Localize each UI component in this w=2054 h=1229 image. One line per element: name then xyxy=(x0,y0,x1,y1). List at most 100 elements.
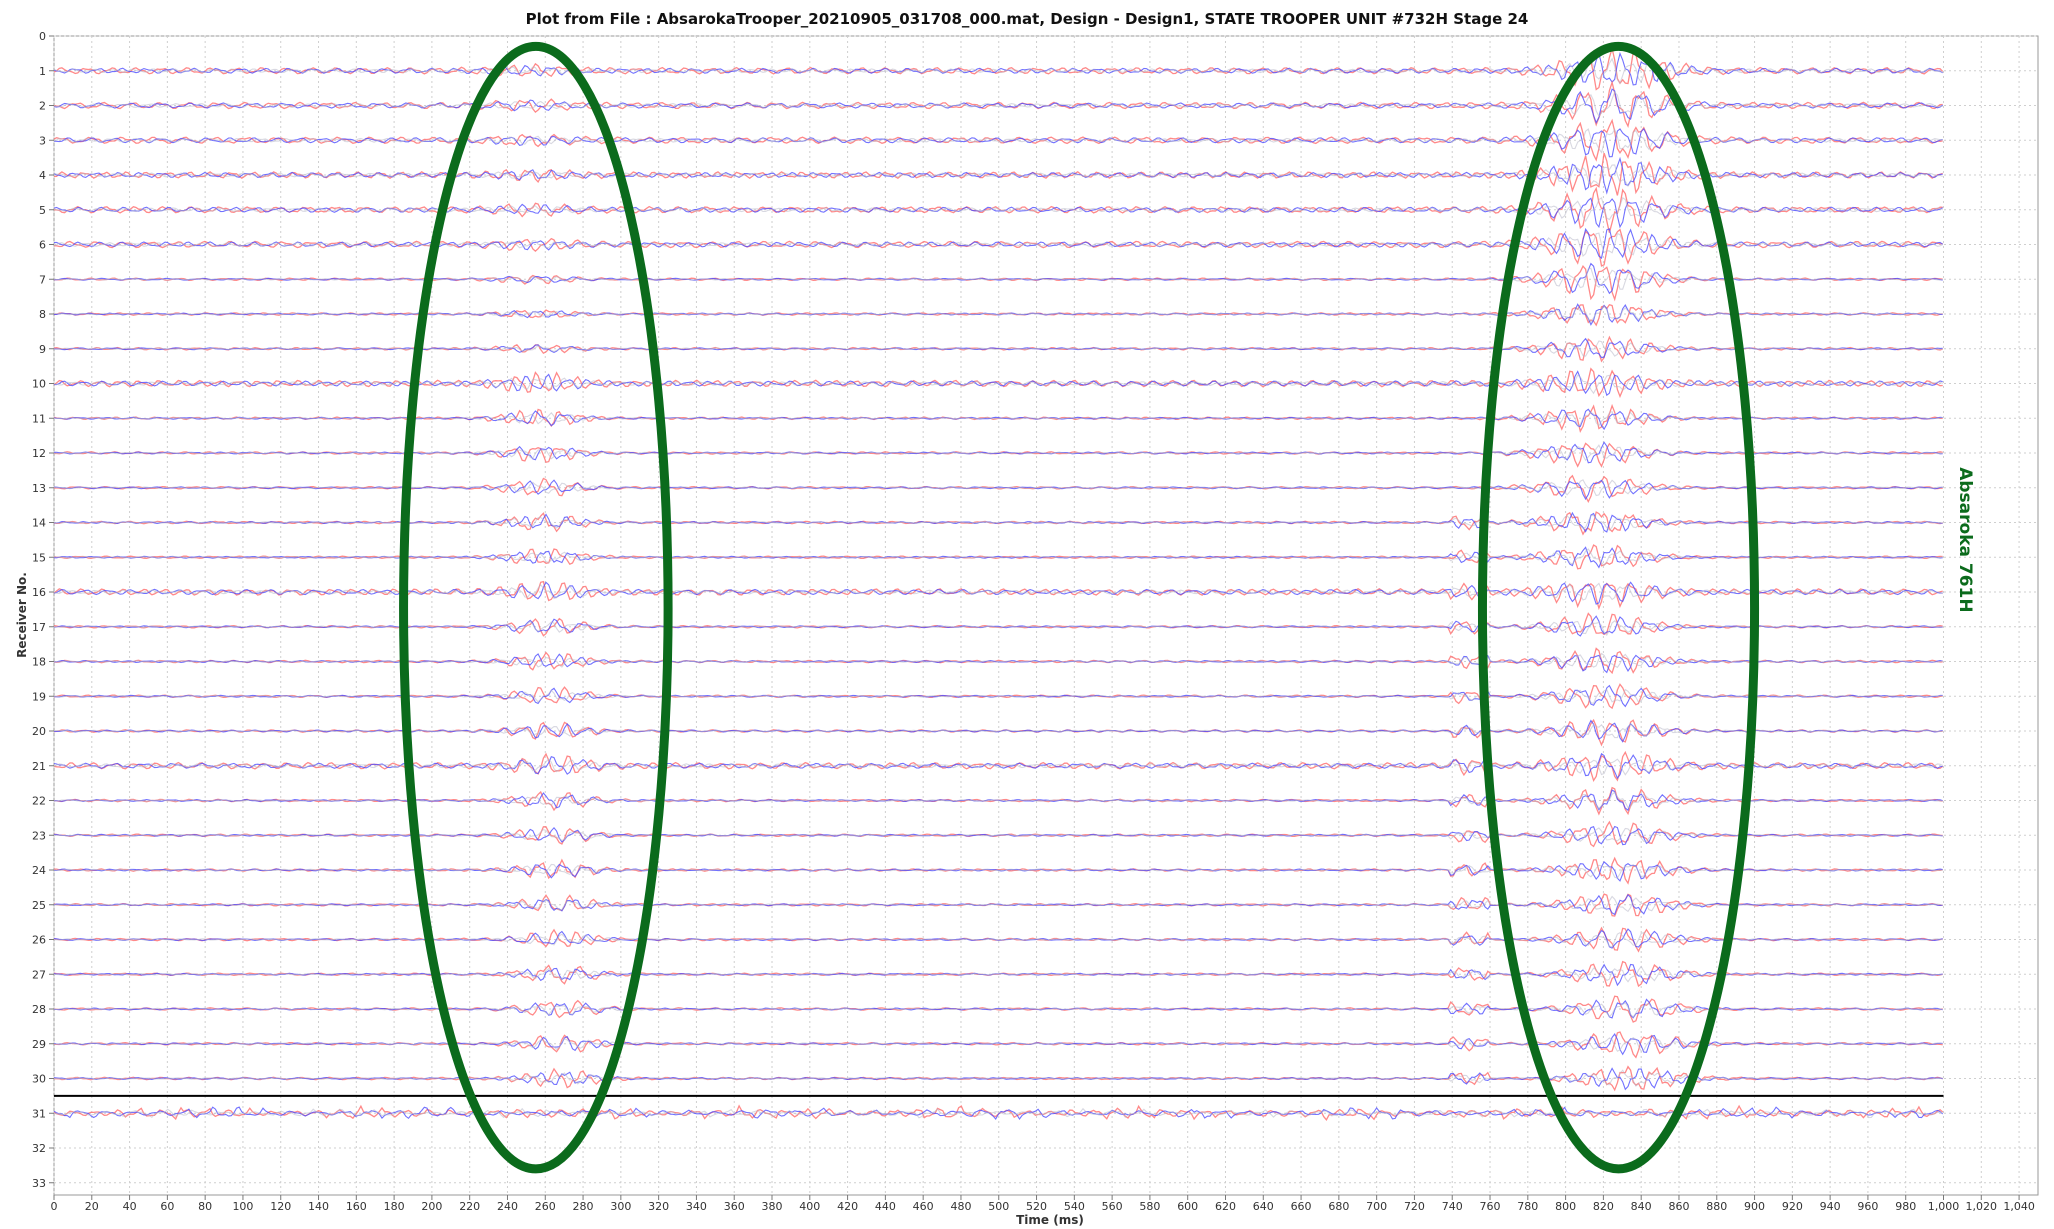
y-tick-label: 12 xyxy=(32,447,46,460)
x-tick-label: 340 xyxy=(686,1200,707,1213)
x-tick-label: 140 xyxy=(308,1200,329,1213)
x-tick-label: 840 xyxy=(1631,1200,1652,1213)
x-tick-label: 60 xyxy=(160,1200,174,1213)
trace-line xyxy=(53,722,1943,739)
trace-line xyxy=(54,370,1943,397)
x-axis-label: Time (ms) xyxy=(1016,1213,1084,1227)
y-axis-ticks: 0123456789101112131415161718192021222324… xyxy=(32,30,54,1190)
y-tick-label: 22 xyxy=(32,795,46,808)
y-tick-label: 17 xyxy=(32,621,46,634)
x-tick-label: 580 xyxy=(1139,1200,1160,1213)
x-tick-label: 0 xyxy=(51,1200,58,1213)
event-ellipse xyxy=(399,41,673,1174)
x-tick-label: 80 xyxy=(198,1200,212,1213)
trace-line xyxy=(54,931,1943,948)
x-tick-label: 920 xyxy=(1782,1200,1803,1213)
trace-line xyxy=(53,127,1943,158)
y-tick-label: 29 xyxy=(32,1038,46,1051)
x-tick-label: 200 xyxy=(421,1200,442,1213)
trace-line xyxy=(53,267,1943,290)
x-axis-ticks: 0 20 40 60 80 100 120 140 160 180 200 220 240 260 280 3… xyxy=(51,1195,2035,1213)
trace-line xyxy=(54,514,1943,531)
trace-line xyxy=(53,367,1943,399)
x-tick-label: 720 xyxy=(1404,1200,1425,1213)
trace-line xyxy=(53,340,1943,357)
trace-line xyxy=(53,232,1943,257)
trace-line xyxy=(53,128,1943,154)
x-tick-label: 960 xyxy=(1857,1200,1878,1213)
trace-line xyxy=(53,827,1943,842)
x-tick-label: 540 xyxy=(1064,1200,1085,1213)
y-tick-label: 25 xyxy=(32,899,46,912)
x-tick-label: 860 xyxy=(1668,1200,1689,1213)
x-tick-label: 800 xyxy=(1555,1200,1576,1213)
x-tick-label: 1,020 xyxy=(1966,1200,1998,1213)
x-tick-label: 940 xyxy=(1820,1200,1841,1213)
trace-line xyxy=(53,80,1943,129)
y-tick-label: 14 xyxy=(32,517,46,530)
x-tick-label: 500 xyxy=(988,1200,1009,1213)
trace-line xyxy=(54,1037,1943,1052)
x-tick-label: 980 xyxy=(1895,1200,1916,1213)
trace-line xyxy=(53,548,1943,567)
y-tick-label: 11 xyxy=(32,412,46,425)
x-tick-label: 300 xyxy=(610,1200,631,1213)
x-tick-label: 600 xyxy=(1177,1200,1198,1213)
y-tick-label: 21 xyxy=(32,760,46,773)
x-tick-label: 900 xyxy=(1744,1200,1765,1213)
trace-line xyxy=(53,57,1943,85)
trace-line xyxy=(54,965,1943,983)
x-tick-label: 520 xyxy=(1026,1200,1047,1213)
x-tick-label: 480 xyxy=(950,1200,971,1213)
trace-line xyxy=(54,863,1943,879)
trace-line xyxy=(53,1067,1943,1091)
x-tick-label: 160 xyxy=(346,1200,367,1213)
trace-line xyxy=(54,620,1943,636)
y-tick-label: 8 xyxy=(39,308,46,321)
trace-line xyxy=(54,1107,1943,1119)
trace-line xyxy=(54,441,1943,464)
trace-line xyxy=(53,750,1944,783)
y-axis-label: Receiver No. xyxy=(15,572,29,658)
x-tick-label: 740 xyxy=(1442,1200,1463,1213)
y-tick-label: 1 xyxy=(39,65,46,78)
trace-line xyxy=(53,196,1943,223)
x-tick-label: 20 xyxy=(85,1200,99,1213)
trace-line xyxy=(53,582,1943,601)
x-tick-label: 240 xyxy=(497,1200,518,1213)
x-tick-label: 180 xyxy=(384,1200,405,1213)
plot-area xyxy=(53,35,2039,1196)
x-tick-label: 700 xyxy=(1366,1200,1387,1213)
trace-line xyxy=(53,688,1943,705)
y-tick-label: 26 xyxy=(32,934,46,947)
x-tick-label: 100 xyxy=(232,1200,253,1213)
y-tick-label: 4 xyxy=(39,169,46,182)
y-tick-label: 16 xyxy=(32,586,46,599)
y-tick-label: 9 xyxy=(39,343,46,356)
trace-line xyxy=(53,444,1943,462)
trace-line xyxy=(53,791,1943,810)
x-tick-label: 420 xyxy=(837,1200,858,1213)
y-tick-label: 31 xyxy=(32,1107,46,1120)
x-tick-label: 380 xyxy=(762,1200,783,1213)
trace-line xyxy=(54,652,1943,669)
x-tick-label: 1,040 xyxy=(2003,1200,2035,1213)
trace-line xyxy=(53,752,1943,780)
x-tick-label: 120 xyxy=(270,1200,291,1213)
x-tick-label: 880 xyxy=(1706,1200,1727,1213)
x-tick-label: 320 xyxy=(648,1200,669,1213)
trace-line xyxy=(54,374,1943,395)
x-tick-label: 220 xyxy=(459,1200,480,1213)
trace-line xyxy=(53,1069,1943,1087)
trace-line xyxy=(53,227,1944,260)
annotation-label: Absaroka 761H xyxy=(1955,467,1975,612)
trace-line xyxy=(53,91,1943,117)
y-tick-label: 32 xyxy=(32,1142,46,1155)
trace-line xyxy=(53,164,1943,188)
x-tick-label: 820 xyxy=(1593,1200,1614,1213)
x-tick-label: 360 xyxy=(724,1200,745,1213)
trace-line xyxy=(53,410,1943,427)
trace-line xyxy=(54,305,1943,324)
x-tick-label: 1,000 xyxy=(1928,1200,1960,1213)
